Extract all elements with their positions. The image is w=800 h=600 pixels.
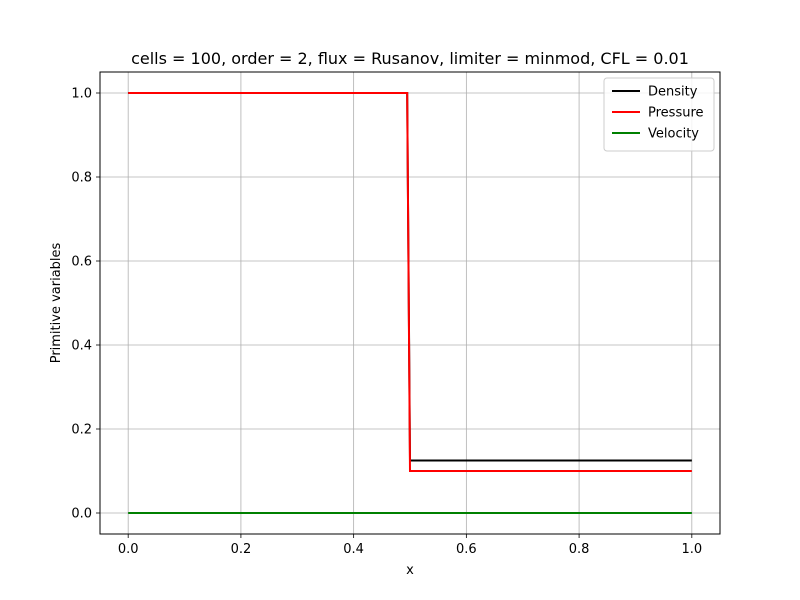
x-tick-label: 0.8 xyxy=(569,542,590,557)
grid-layer xyxy=(100,72,720,534)
y-tick-label: 0.4 xyxy=(71,339,92,354)
x-tick-label: 0.6 xyxy=(456,542,477,557)
y-tick-label: 0.8 xyxy=(71,171,92,186)
legend: Density Pressure Velocity xyxy=(603,77,715,152)
legend-label: Velocity xyxy=(648,127,699,142)
y-tick-label: 0.6 xyxy=(71,255,92,270)
chart-title: cells = 100, order = 2, flux = Rusanov, … xyxy=(131,49,689,68)
series-line-pressure xyxy=(128,92,692,472)
x-tick-label: 1.0 xyxy=(681,542,702,557)
series-layer xyxy=(128,92,692,514)
x-tick-label: 0.0 xyxy=(118,542,139,557)
y-tick-label: 1.0 xyxy=(71,87,92,102)
tick-layer: 0.0 0.2 0.4 0.6 0.8 1.0 0.0 0.2 0.4 0.6 0.8 1.0 xyxy=(71,87,702,558)
x-tick-label: 0.4 xyxy=(343,542,364,557)
legend-label: Pressure xyxy=(648,106,704,121)
x-tick-label: 0.2 xyxy=(231,542,252,557)
legend-label: Density xyxy=(648,85,698,100)
plot-frame xyxy=(99,71,721,535)
y-tick-label: 0.2 xyxy=(71,423,92,438)
y-axis-label: Primitive variables xyxy=(49,242,64,363)
x-axis-label: x xyxy=(406,563,414,578)
y-tick-label: 0.0 xyxy=(71,507,92,522)
